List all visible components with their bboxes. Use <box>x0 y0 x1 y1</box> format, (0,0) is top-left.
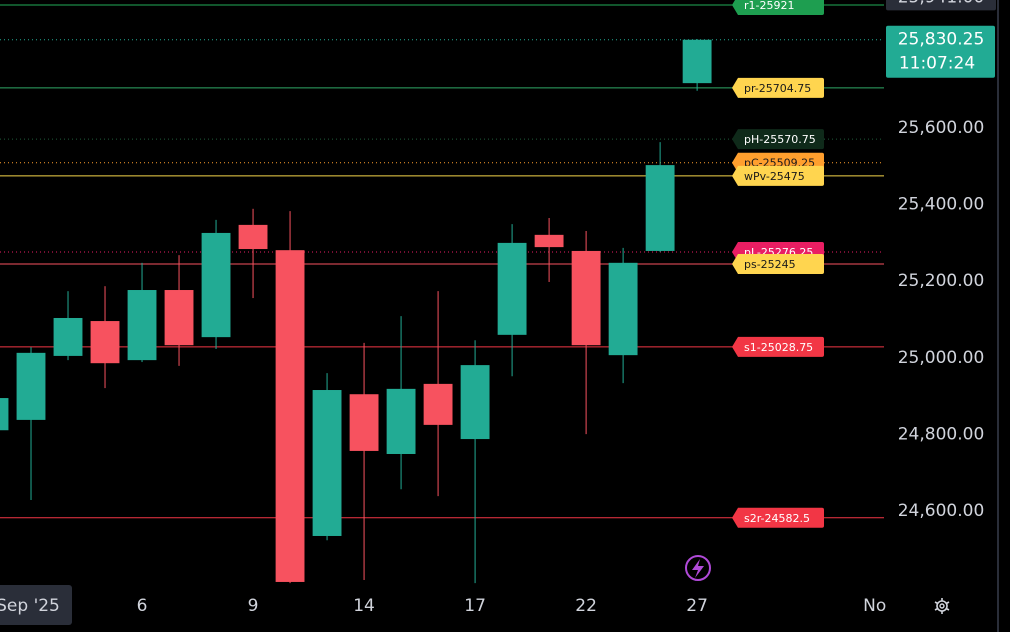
level-label: pr-25704.75 <box>744 82 811 95</box>
candle-body <box>386 388 416 454</box>
level-label: s1-25028.75 <box>744 341 813 354</box>
candle-body <box>127 290 157 361</box>
level-label-bg <box>732 507 824 528</box>
level-label: r1-25921 <box>744 0 794 12</box>
candle-body <box>201 232 231 338</box>
level-label-bg <box>732 253 824 274</box>
top-price-label: 25,941.00 <box>898 0 985 7</box>
candle-body <box>275 250 305 582</box>
level-label: s2r-24582.5 <box>744 512 810 525</box>
candle-body <box>534 234 564 248</box>
candle-body <box>0 398 9 431</box>
candle-body <box>53 317 83 356</box>
candle-body <box>90 321 120 364</box>
price-label: 25,830.25 <box>898 30 985 50</box>
settings-icon[interactable] <box>934 598 950 614</box>
level-label-bg <box>732 129 824 150</box>
candle-body <box>349 394 379 451</box>
time-axis: Sep '25 6 9 14 17 22 27 No <box>0 585 886 625</box>
x-tick-label: 22 <box>575 596 597 616</box>
x-tick-label: 6 <box>137 596 148 616</box>
level-label-bg <box>732 165 824 186</box>
lightning-icon[interactable] <box>685 555 711 581</box>
level-label: pH-25570.75 <box>744 133 816 146</box>
x-tick-label: 27 <box>686 596 708 616</box>
level-labels: r1-25921pr-25704.75pH-25570.75pC-25509.2… <box>732 0 824 528</box>
candle-body <box>460 365 490 440</box>
candle-body <box>238 224 268 250</box>
x-tick-label: Sep '25 <box>0 596 60 616</box>
x-tick-label: 17 <box>464 596 486 616</box>
y-tick-label: 25,400.00 <box>898 195 985 215</box>
level-label-bg <box>732 0 824 15</box>
x-tick-label: 9 <box>248 596 259 616</box>
x-tick-highlight <box>0 585 72 625</box>
y-tick-label: 24,600.00 <box>898 501 985 521</box>
y-tick-label: 24,800.00 <box>898 424 985 444</box>
candle-body <box>608 262 638 356</box>
candle-body <box>423 383 453 425</box>
y-tick-label: 25,600.00 <box>898 118 985 138</box>
plot-area: r1-25921pr-25704.75pH-25570.75pC-25509.2… <box>0 0 884 584</box>
level-label: ps-25245 <box>744 258 796 271</box>
y-tick-label: 25,000.00 <box>898 348 985 368</box>
x-tick-label: No <box>863 596 886 616</box>
price-axis: 24,600.00 24,800.00 25,000.00 25,200.00 25,4… <box>884 0 996 521</box>
level-label: wPv-25475 <box>744 170 805 183</box>
candle-body <box>571 250 601 346</box>
candle-body <box>497 242 527 335</box>
y-tick-label: 25,200.00 <box>898 271 985 291</box>
candle-body <box>164 290 194 346</box>
candle-body <box>16 352 46 420</box>
level-label-bg <box>732 336 824 357</box>
x-tick-label: 14 <box>353 596 375 616</box>
price-label-bg <box>886 25 995 78</box>
price-time: 11:07:24 <box>899 54 975 74</box>
candle-body <box>312 390 342 536</box>
top-price-label-bg <box>886 0 996 11</box>
candles <box>0 39 712 584</box>
level-label-bg <box>732 77 824 98</box>
candle-body <box>682 39 712 84</box>
candle-body <box>645 165 675 251</box>
